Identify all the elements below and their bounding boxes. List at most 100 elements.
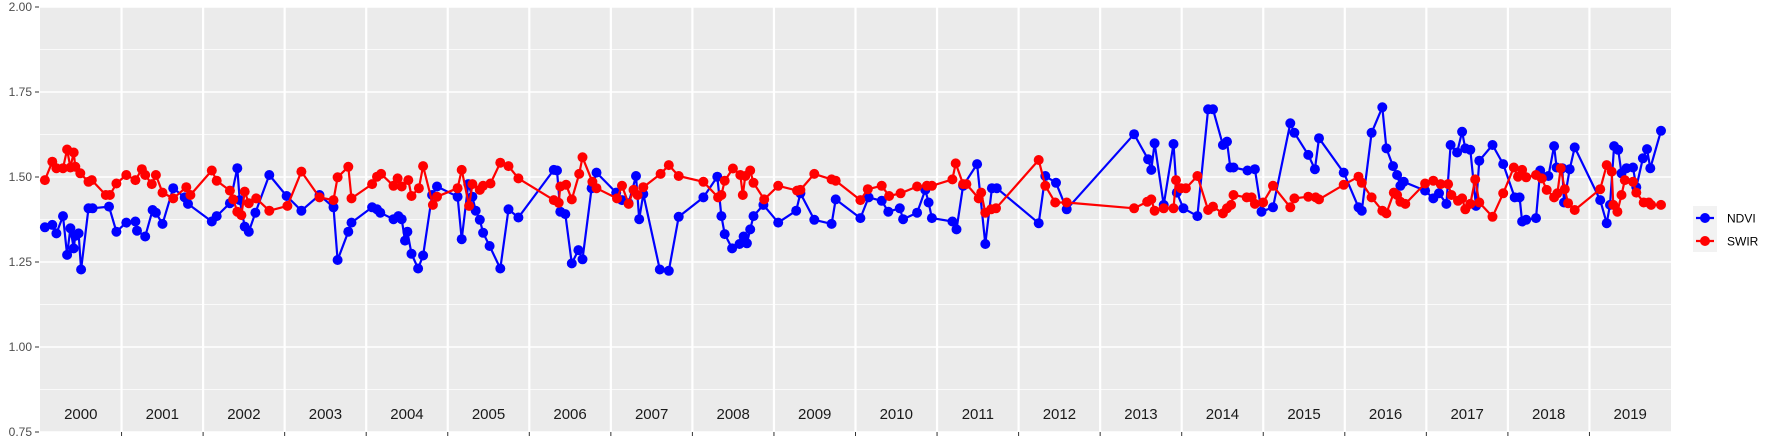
swir-point bbox=[1470, 174, 1481, 185]
year-label: 2017 bbox=[1450, 406, 1483, 423]
legend-key-point-swir bbox=[1700, 236, 1710, 246]
swir-point bbox=[655, 168, 666, 179]
swir-point bbox=[1569, 205, 1580, 215]
ndvi-point bbox=[894, 203, 905, 214]
ndvi-point bbox=[1601, 218, 1612, 229]
swir-point bbox=[168, 193, 179, 204]
swir-point bbox=[1285, 202, 1296, 213]
swir-point bbox=[1033, 155, 1044, 165]
swir-point bbox=[236, 210, 247, 221]
ndvi-point bbox=[402, 226, 413, 237]
ndvi-point bbox=[250, 207, 261, 218]
ndvi-point bbox=[396, 214, 407, 225]
swir-point bbox=[1400, 198, 1411, 209]
ndvi-point bbox=[1143, 154, 1154, 165]
ndvi-point bbox=[1208, 104, 1218, 115]
swir-point bbox=[1149, 205, 1160, 216]
swir-point bbox=[211, 175, 222, 186]
ndvi-point bbox=[47, 219, 58, 230]
ndvi-point bbox=[1289, 127, 1300, 138]
ndvi-point bbox=[716, 211, 727, 222]
ndvi-point bbox=[343, 226, 354, 237]
swir-point bbox=[1208, 201, 1218, 212]
swir-point bbox=[1536, 173, 1547, 184]
ndvi-point bbox=[552, 165, 562, 176]
swir-point bbox=[282, 200, 293, 211]
y-axis: 0.75 1.00 1.25 1.50 1.75 2.00 bbox=[9, 0, 39, 439]
legend-key-point-ndvi bbox=[1700, 213, 1710, 223]
series-layer bbox=[39, 102, 1666, 276]
ndvi-point bbox=[947, 216, 958, 227]
ndvi-point bbox=[1228, 162, 1239, 173]
ndvi-point bbox=[1285, 118, 1296, 129]
swir-point bbox=[1192, 171, 1203, 181]
ndvi-point bbox=[456, 234, 467, 245]
y-tick-label: 1.50 bbox=[9, 170, 33, 184]
swir-point bbox=[673, 171, 684, 181]
year-label: 2006 bbox=[553, 406, 586, 423]
swir-point bbox=[1435, 179, 1446, 190]
swir-point bbox=[1465, 198, 1476, 209]
gridlines bbox=[40, 6, 1671, 433]
swir-point bbox=[467, 179, 478, 190]
ndvi-point bbox=[1656, 125, 1666, 136]
swir-point bbox=[185, 190, 196, 200]
ndvi-point bbox=[1242, 165, 1253, 176]
ndvi-point bbox=[698, 192, 709, 203]
ndvi-point bbox=[1628, 162, 1638, 173]
ndvi-point bbox=[183, 198, 193, 209]
ndvi-point bbox=[863, 192, 874, 203]
ndvi-point bbox=[484, 241, 495, 251]
swir-point bbox=[396, 181, 407, 192]
swir-point bbox=[895, 188, 906, 199]
swir-point bbox=[1040, 180, 1051, 191]
ndvi-point bbox=[1457, 126, 1468, 137]
ndvi-point bbox=[654, 264, 665, 275]
swir-point bbox=[1656, 199, 1666, 210]
y-tick-label: 1.25 bbox=[9, 255, 33, 269]
swir-point bbox=[418, 161, 429, 172]
ndvi-point bbox=[1642, 144, 1652, 155]
ndvi-point bbox=[1514, 192, 1525, 203]
ndvi-point bbox=[1168, 139, 1179, 149]
ndvi-point bbox=[1498, 159, 1509, 170]
ndvi-point bbox=[1392, 170, 1403, 180]
ndvi-point bbox=[1645, 163, 1656, 174]
swir-point bbox=[617, 180, 627, 191]
ndvi-point bbox=[1366, 127, 1377, 138]
ndvi-point bbox=[400, 235, 410, 246]
swir-point bbox=[947, 174, 958, 185]
swir-point bbox=[452, 183, 463, 194]
swir-point bbox=[150, 170, 161, 180]
ndvi-point bbox=[566, 258, 577, 269]
swir-point bbox=[1457, 193, 1468, 204]
swir-point bbox=[745, 165, 756, 176]
ndvi-point bbox=[741, 238, 752, 249]
ndvi-point bbox=[65, 223, 76, 234]
swir-point bbox=[332, 172, 343, 183]
year-label: 2014 bbox=[1206, 406, 1239, 423]
ndvi-point bbox=[826, 218, 837, 229]
swir-point bbox=[1168, 203, 1179, 214]
y-tick-label: 2.00 bbox=[9, 0, 33, 14]
swir-point bbox=[314, 192, 325, 203]
ndvi-point bbox=[1146, 164, 1157, 175]
swir-point bbox=[1268, 180, 1278, 191]
swir-point bbox=[1563, 198, 1574, 209]
ndvi-point bbox=[1521, 214, 1532, 225]
ndvi-point bbox=[140, 231, 151, 242]
swir-point bbox=[1289, 193, 1300, 204]
swir-point bbox=[1487, 211, 1498, 222]
ndvi-point bbox=[1434, 188, 1444, 199]
y-tick-label: 1.00 bbox=[9, 340, 33, 354]
ndvi-point bbox=[150, 207, 161, 218]
swir-point bbox=[86, 175, 97, 186]
swir-point bbox=[1606, 166, 1617, 177]
ndvi-point bbox=[923, 197, 934, 208]
ndvi-point bbox=[432, 181, 442, 192]
ndvi-point bbox=[406, 248, 417, 259]
swir-point bbox=[58, 163, 68, 174]
swir-point bbox=[574, 168, 585, 179]
swir-point bbox=[1555, 163, 1566, 174]
swir-point bbox=[121, 170, 132, 180]
